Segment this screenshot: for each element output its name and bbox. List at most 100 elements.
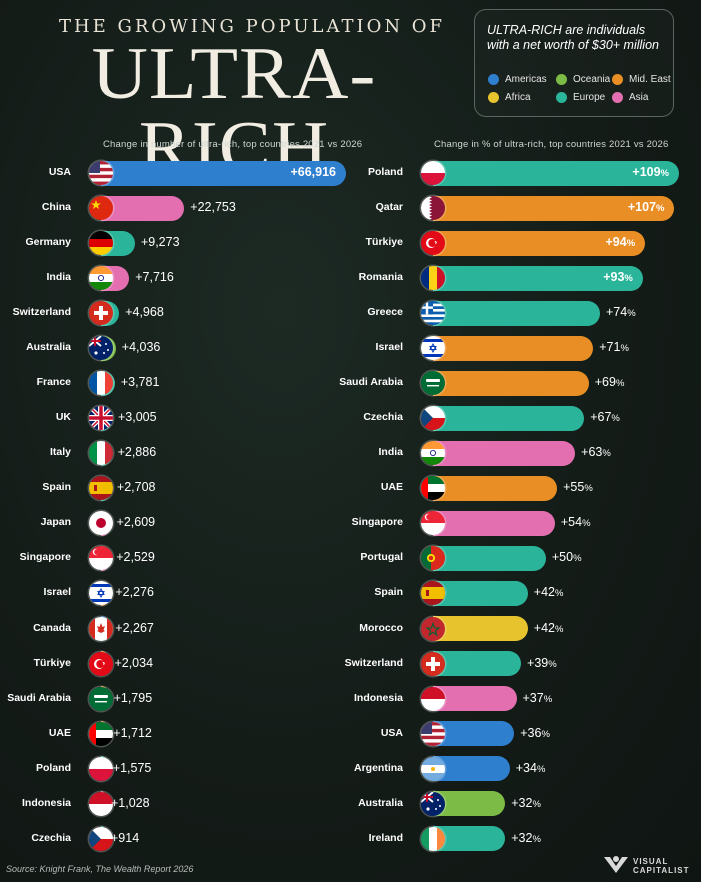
country-label-usa: USA bbox=[48, 166, 71, 178]
flag-australia-icon bbox=[89, 336, 113, 361]
flag-usa-icon bbox=[89, 161, 113, 185]
source-note: Source: Knight Frank, The Wealth Report … bbox=[6, 864, 194, 874]
legend-label: Europe bbox=[573, 92, 606, 103]
country-label-ireland: Ireland bbox=[368, 831, 403, 844]
flag-turkiye-icon bbox=[421, 231, 445, 256]
bar-singapore bbox=[433, 510, 555, 536]
country-label-turkiye: Türkiye bbox=[365, 236, 403, 249]
country-label-argentina: Argentina bbox=[353, 761, 403, 774]
visual-capitalist-logo: VISUAL CAPITALIST bbox=[603, 852, 695, 878]
logo-text-1: VISUAL bbox=[633, 857, 669, 866]
flag-singapore-icon bbox=[89, 546, 113, 571]
logo-text-2: CAPITALIST bbox=[633, 866, 690, 875]
bar-indonesia bbox=[433, 686, 517, 712]
bar-usa bbox=[101, 160, 346, 186]
country-label-saudi-arabia: Saudi Arabia bbox=[7, 691, 71, 704]
flag-portugal-icon bbox=[421, 546, 445, 571]
value-label-morocco: +42% bbox=[533, 620, 564, 635]
country-label-greece: Greece bbox=[367, 306, 403, 319]
country-label-israel: Israel bbox=[43, 586, 71, 599]
value-label-indonesia: +37% bbox=[522, 690, 553, 705]
bar-israel bbox=[433, 335, 594, 361]
legend-swatch bbox=[488, 92, 499, 103]
legend-swatch bbox=[556, 92, 567, 103]
flag-switzerland-icon bbox=[89, 301, 113, 326]
flag-uae-icon bbox=[421, 476, 445, 501]
country-label-canada: Canada bbox=[33, 621, 71, 634]
bar-czechia bbox=[433, 405, 585, 431]
bar-morocco bbox=[433, 616, 528, 642]
value-label-turkiye: +2,034 bbox=[114, 655, 154, 670]
country-label-morocco: Morocco bbox=[359, 621, 403, 634]
value-label-argentina: +34% bbox=[515, 760, 546, 775]
country-label-qatar: Qatar bbox=[375, 201, 403, 214]
legend-label: Africa bbox=[505, 92, 531, 103]
flag-australia-icon bbox=[421, 791, 445, 816]
country-label-australia: Australia bbox=[358, 796, 403, 809]
value-label-saudi-arabia: +1,795 bbox=[113, 690, 153, 705]
value-label-italy: +2,886 bbox=[117, 445, 157, 460]
legend-item-europe: Europe bbox=[556, 92, 605, 103]
legend-label: Americas bbox=[505, 74, 547, 85]
country-label-usa: USA bbox=[380, 726, 403, 739]
value-label-switzerland: +39% bbox=[527, 655, 557, 670]
right-chart-subtitle: Change in % of ultra-rich, top countries… bbox=[434, 139, 669, 150]
value-label-singapore: +2,529 bbox=[116, 550, 155, 565]
bar-greece bbox=[433, 300, 600, 326]
country-label-uk: UK bbox=[55, 411, 71, 424]
bar-argentina bbox=[433, 756, 510, 782]
legend-title-italic: ULTRA-RICH are individuals bbox=[487, 23, 646, 37]
logo-icon bbox=[604, 856, 628, 873]
flag-india-icon bbox=[89, 266, 113, 291]
bar-romania bbox=[433, 265, 643, 291]
country-label-japan: Japan bbox=[40, 516, 71, 529]
bar-qatar bbox=[433, 195, 675, 221]
value-label-spain: +42% bbox=[533, 585, 564, 600]
country-label-saudi-arabia: Saudi Arabia bbox=[339, 376, 403, 389]
value-label-australia: +32% bbox=[511, 795, 541, 810]
value-label-czechia: +914 bbox=[111, 830, 140, 845]
value-label-australia: +4,036 bbox=[121, 340, 161, 355]
legend-item-americas: Americas bbox=[488, 74, 547, 85]
country-label-germany: Germany bbox=[25, 236, 71, 249]
flag-indonesia-icon bbox=[89, 791, 113, 816]
legend-swatch bbox=[612, 74, 623, 85]
value-label-india: +7,716 bbox=[135, 270, 174, 285]
value-label-uk: +3,005 bbox=[118, 410, 157, 425]
bar-china bbox=[101, 195, 185, 221]
country-label-singapore: Singapore bbox=[351, 516, 403, 529]
value-label-greece: +74% bbox=[606, 305, 636, 320]
flag-france-icon bbox=[89, 371, 113, 396]
legend-swatch bbox=[488, 74, 499, 85]
country-label-italy: Italy bbox=[49, 446, 71, 459]
value-label-usa: +66,916 bbox=[290, 165, 336, 179]
value-label-usa: +36% bbox=[520, 725, 550, 740]
flag-ireland-icon bbox=[421, 826, 445, 851]
value-label-china: +22,753 bbox=[190, 200, 236, 215]
legend-title-rest: with a net worth of $30+ million bbox=[487, 38, 659, 52]
country-label-israel: Israel bbox=[375, 341, 403, 354]
value-label-uae: +55% bbox=[563, 480, 593, 495]
value-label-saudi-arabia: +69% bbox=[594, 375, 625, 390]
legend: ULTRA-RICH are individuals with a net wo… bbox=[474, 9, 674, 117]
flag-czechia-icon bbox=[421, 406, 445, 431]
country-label-poland: Poland bbox=[35, 761, 71, 774]
country-label-switzerland: Switzerland bbox=[12, 306, 71, 319]
value-label-india: +63% bbox=[581, 445, 611, 460]
value-label-spain: +2,708 bbox=[116, 480, 156, 495]
flag-saudi-arabia-icon bbox=[421, 371, 445, 396]
country-label-turkiye: Türkiye bbox=[33, 656, 71, 669]
bar-australia bbox=[433, 791, 506, 817]
bar-turkiye bbox=[433, 230, 646, 256]
value-label-singapore: +54% bbox=[560, 515, 591, 530]
value-label-israel: +2,276 bbox=[115, 585, 154, 600]
flag-morocco-icon bbox=[421, 616, 445, 641]
country-label-czechia: Czechia bbox=[31, 831, 71, 844]
bar-india bbox=[433, 440, 576, 466]
bar-spain bbox=[433, 580, 528, 606]
value-label-indonesia: +1,028 bbox=[111, 795, 150, 810]
flag-usa-icon bbox=[421, 721, 445, 746]
flag-turkiye-icon bbox=[89, 651, 113, 676]
flag-poland-icon bbox=[89, 756, 113, 781]
value-label-ireland: +32% bbox=[511, 830, 541, 845]
